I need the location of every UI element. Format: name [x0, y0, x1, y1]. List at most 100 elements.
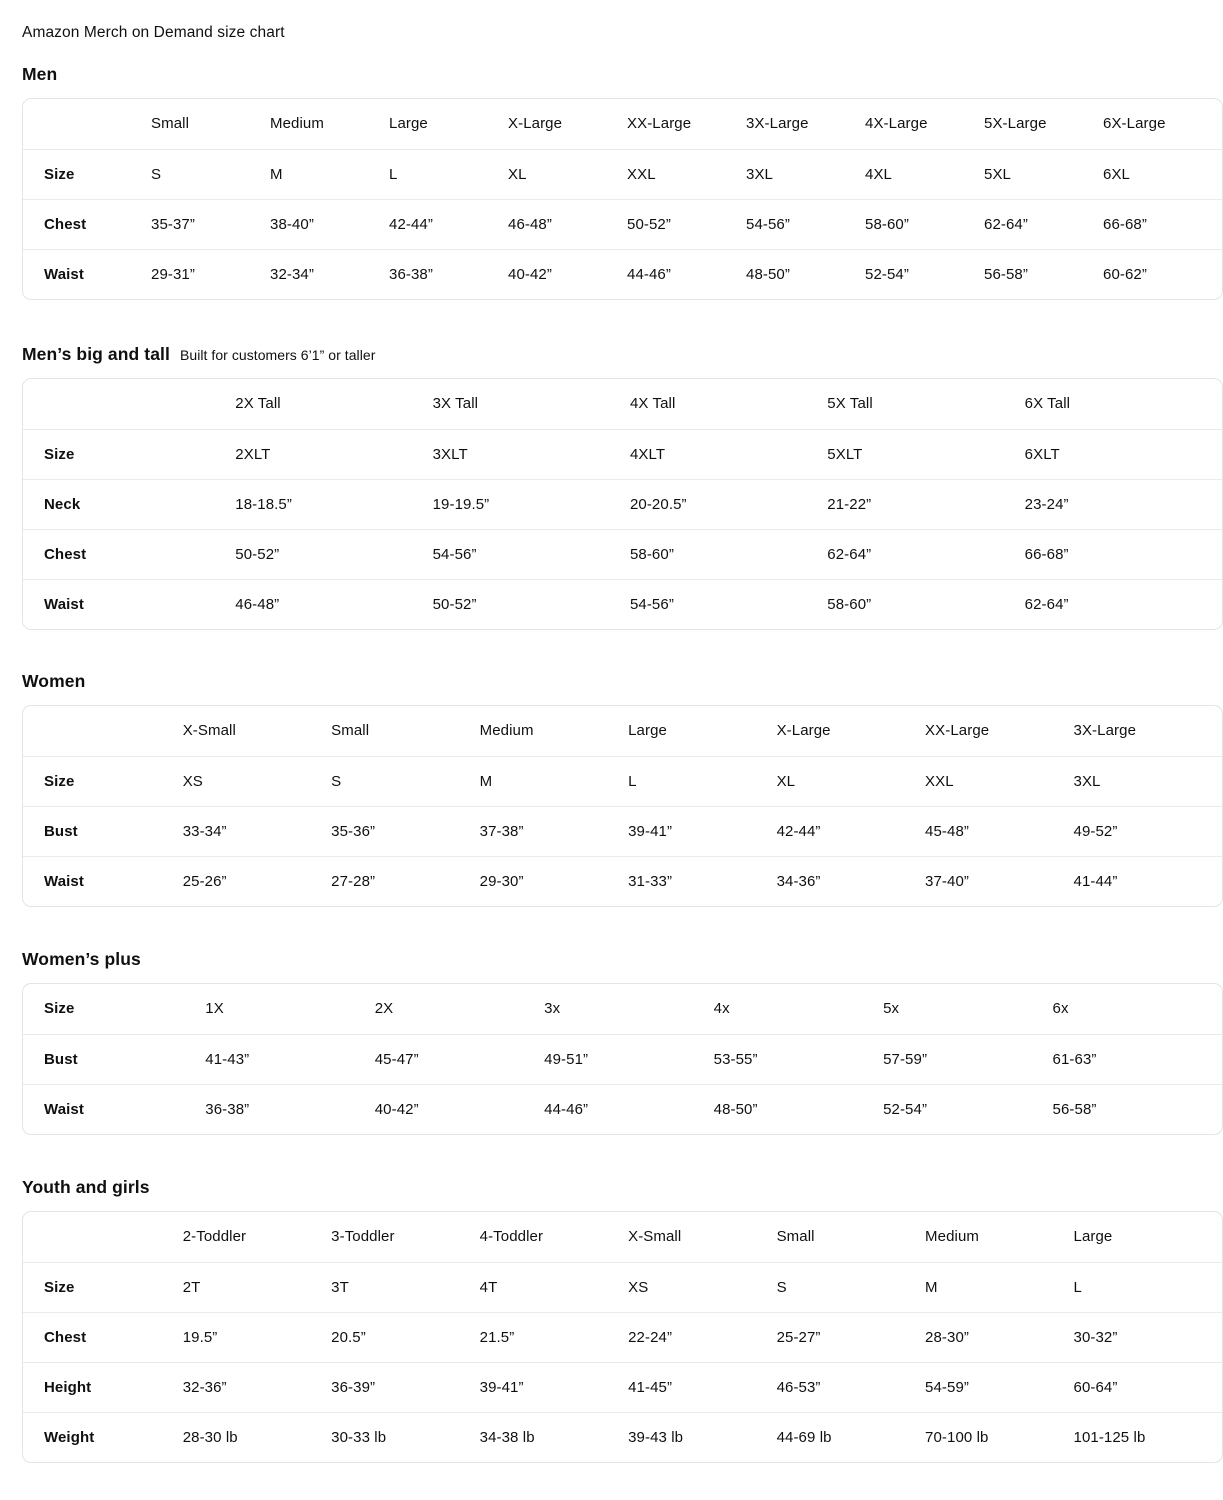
table-cell: 45-48”: [925, 805, 1074, 856]
row-label: Height: [23, 1361, 183, 1412]
table-row: Bust 33-34” 35-36” 37-38” 39-41” 42-44” 45-48”…: [23, 805, 1222, 856]
table-cell: S: [776, 1261, 926, 1312]
column-header: 2-Toddler: [182, 1228, 247, 1246]
table-cell: 41-45”: [628, 1361, 777, 1412]
table-cell: S: [331, 755, 480, 806]
table-cell: 32-36”: [182, 1361, 332, 1412]
table-cell: 35-37”: [151, 198, 270, 249]
table-header-row: 2X Tall 3X Tall 4X Tall 5X Tall 6X Tall: [23, 379, 1222, 429]
table-cell: 35-36”: [331, 805, 480, 856]
table-cell: 36-38”: [389, 248, 508, 299]
table-cell: 19-19.5”: [432, 478, 630, 529]
table-cell: 20-20.5”: [629, 478, 828, 529]
column-header: 4X-Large: [865, 115, 928, 133]
row-label: Waist: [23, 1083, 206, 1134]
column-header: 3-Toddler: [331, 1228, 395, 1246]
table-cell: XS: [628, 1261, 777, 1312]
table-cell: 33-34”: [182, 805, 332, 856]
row-label: Chest: [23, 198, 151, 249]
table-cell: 4x: [713, 1000, 730, 1018]
table-cell: 58-60”: [827, 578, 1025, 629]
column-header: XX-Large: [627, 115, 692, 133]
table-cell: 39-41”: [628, 805, 777, 856]
table-cell: 38-40”: [270, 198, 389, 249]
table-cell: 70-100 lb: [925, 1411, 1074, 1462]
table-cell: 18-18.5”: [235, 478, 433, 529]
table-header-row: Small Medium Large X-Large XX-Large 3X-Large 4…: [23, 99, 1222, 149]
table-cell: 3XLT: [432, 428, 630, 479]
table-cell: 19.5”: [182, 1311, 332, 1362]
table-cell: 21.5”: [479, 1311, 629, 1362]
column-header: 5X Tall: [827, 395, 873, 413]
table-cell: 3XL: [746, 148, 865, 199]
table-cell: 4T: [479, 1261, 629, 1312]
column-header: Small: [776, 1228, 815, 1246]
table-cell: L: [628, 755, 777, 806]
table-cell: 50-52”: [627, 198, 746, 249]
table-cell: 41-44”: [1073, 855, 1222, 906]
table-cell: 62-64”: [827, 528, 1025, 579]
section-mens-big-and-tall: Men’s big and tall Built for customers 6’…: [0, 344, 1223, 630]
table-cell: 60-64”: [1073, 1361, 1222, 1412]
table-cell: 5x: [883, 1000, 900, 1018]
column-header: XX-Large: [925, 722, 990, 740]
table-cell: 44-46”: [544, 1083, 714, 1134]
table-cell: S: [151, 148, 270, 199]
table-cell: 66-68”: [1024, 528, 1222, 579]
table-row: Waist 25-26” 27-28” 29-30” 31-33” 34-36” 37-40…: [23, 855, 1222, 906]
column-header: Medium: [925, 1228, 979, 1246]
table-cell: 52-54”: [865, 248, 984, 299]
table-cell: 29-30”: [479, 855, 629, 906]
table-cell: 3XL: [1073, 755, 1222, 806]
section-title: Men: [22, 64, 58, 84]
table-cell: 54-56”: [629, 578, 828, 629]
table-cell: 50-52”: [432, 578, 630, 629]
table-cell: 49-51”: [544, 1033, 714, 1084]
table-cell: 49-52”: [1073, 805, 1222, 856]
column-header: 6X-Large: [1103, 115, 1166, 133]
table-cell: 56-58”: [1052, 1083, 1222, 1134]
table-cell: 44-46”: [627, 248, 746, 299]
table-cell: 21-22”: [827, 478, 1025, 529]
table-cell: 34-36”: [776, 855, 926, 906]
table-row: Weight 28-30 lb 30-33 lb 34-38 lb 39-43 lb 44…: [23, 1411, 1222, 1462]
size-table-men: Small Medium Large X-Large XX-Large 3X-Large 4…: [22, 98, 1223, 300]
table-cell: 2T: [182, 1261, 332, 1312]
table-cell: 42-44”: [776, 805, 926, 856]
column-header: 5X-Large: [984, 115, 1047, 133]
table-cell: 34-38 lb: [479, 1411, 629, 1462]
section-womens-plus: Women’s plus Size 1X 2X 3x 4x 5x 6x Bust 41-43” 45…: [0, 949, 1223, 1135]
table-cell: 46-53”: [776, 1361, 926, 1412]
table-row: Height 32-36” 36-39” 39-41” 41-45” 46-53” 54-5…: [23, 1361, 1222, 1412]
table-cell: 28-30 lb: [182, 1411, 332, 1462]
section-title: Youth and girls: [22, 1177, 150, 1197]
row-label: Weight: [23, 1411, 183, 1462]
table-cell: XXL: [627, 148, 746, 199]
table-cell: 39-43 lb: [628, 1411, 777, 1462]
table-row: Size 1X 2X 3x 4x 5x 6x: [23, 984, 1222, 1034]
table-cell: 54-56”: [432, 528, 630, 579]
table-cell: 20.5”: [331, 1311, 480, 1362]
row-label: Size: [44, 1000, 75, 1018]
column-header: 4X Tall: [629, 395, 676, 413]
row-label: Chest: [23, 1311, 183, 1362]
table-cell: 1X: [205, 1000, 224, 1018]
table-cell: 5XLT: [827, 428, 1025, 479]
section-title: Men’s big and tall: [22, 344, 170, 364]
table-cell: 28-30”: [925, 1311, 1074, 1362]
table-row: Size XS S M L XL XXL 3XL: [23, 755, 1222, 806]
table-cell: 25-26”: [182, 855, 332, 906]
size-table-youth-and-girls: 2-Toddler 3-Toddler 4-Toddler X-Small Small M…: [22, 1211, 1223, 1463]
table-cell: 62-64”: [1024, 578, 1222, 629]
table-cell: XXL: [925, 755, 1074, 806]
table-cell: 2XLT: [235, 428, 433, 479]
table-cell: 46-48”: [235, 578, 433, 629]
section-women: Women X-Small Small Medium Large X-Large XX-La…: [0, 671, 1223, 907]
table-cell: 46-48”: [508, 198, 627, 249]
table-cell: 29-31”: [151, 248, 270, 299]
section-title: Women’s plus: [22, 949, 141, 969]
section-heading: Youth and girls: [22, 1177, 1223, 1198]
column-header: X-Large: [776, 722, 831, 740]
table-cell: 5XL: [984, 148, 1103, 199]
